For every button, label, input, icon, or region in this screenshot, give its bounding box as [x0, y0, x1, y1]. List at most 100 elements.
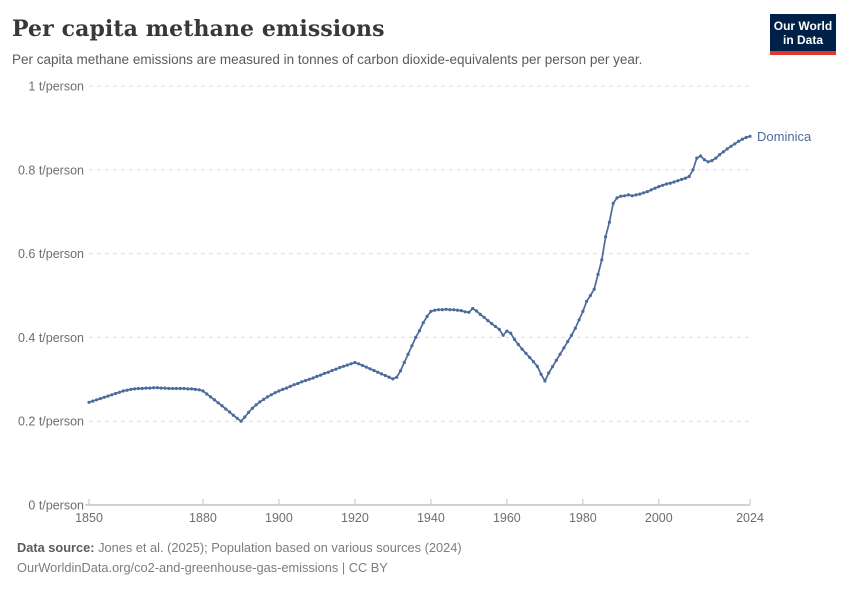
data-point: [247, 410, 251, 414]
data-point: [387, 375, 391, 379]
data-point: [144, 386, 148, 390]
data-point: [611, 201, 615, 205]
data-point: [721, 150, 726, 154]
data-point: [699, 154, 703, 158]
data-point: [212, 398, 216, 402]
data-point: [315, 374, 319, 378]
y-tick-label: 0 t/person: [28, 499, 84, 513]
data-point: [467, 310, 471, 314]
data-point: [171, 386, 175, 391]
line-chart-canvas: 0 t/person 0.2 t/person 0.4 t/person 0.6 t/…: [18, 80, 812, 526]
data-point: [463, 310, 467, 314]
data-point: [714, 156, 718, 160]
data-point: [148, 386, 152, 390]
data-point: [725, 147, 729, 151]
x-tick-label: 1900: [265, 511, 293, 525]
data-point: [277, 389, 281, 393]
data-point: [193, 387, 197, 391]
data-point: [737, 139, 741, 143]
chart-header: Per capita methane emissions Per capita …: [0, 0, 850, 68]
data-point: [638, 192, 642, 196]
data-point: [649, 188, 653, 192]
data-point: [562, 346, 566, 350]
data-point: [330, 368, 334, 373]
data-point: [429, 309, 433, 313]
data-point: [448, 308, 452, 312]
data-source-text: Jones et al. (2025); Population based on…: [94, 540, 462, 555]
data-point: [501, 333, 505, 337]
data-point: [410, 344, 414, 348]
data-point: [311, 376, 315, 380]
data-point: [509, 331, 513, 335]
data-point: [152, 386, 156, 390]
data-point: [258, 400, 262, 404]
data-point: [300, 380, 304, 384]
data-point: [307, 377, 311, 381]
chart-footer: Data source: Jones et al. (2025); Popula…: [0, 534, 850, 576]
data-point: [672, 180, 676, 184]
data-point: [490, 322, 494, 326]
x-tick-label: 1940: [417, 511, 445, 525]
data-point: [159, 386, 163, 390]
data-point: [433, 308, 437, 312]
data-point: [710, 159, 714, 163]
data-point: [695, 156, 699, 160]
data-point: [505, 329, 509, 333]
data-point: [482, 315, 486, 319]
data-point: [619, 194, 623, 198]
logo-text-line1: Our World: [773, 19, 833, 33]
series-label-dominica: Dominica: [757, 129, 812, 144]
data-point: [178, 386, 182, 391]
data-point: [338, 366, 342, 370]
data-point: [133, 387, 137, 391]
data-point: [98, 397, 102, 401]
data-point: [106, 394, 110, 398]
data-point: [205, 392, 209, 396]
chart-subtitle: Per capita methane emissions are measure…: [12, 52, 643, 67]
data-point: [269, 393, 273, 397]
footer-link-line[interactable]: OurWorldinData.org/co2-and-greenhouse-ga…: [17, 560, 388, 575]
data-point: [379, 372, 384, 376]
data-point: [585, 299, 589, 303]
data-point: [528, 355, 532, 360]
data-point: [733, 142, 737, 146]
data-point: [524, 351, 528, 355]
data-point: [444, 307, 448, 311]
data-point: [254, 403, 258, 407]
owid-logo[interactable]: Our World in Data: [770, 14, 836, 55]
data-point: [383, 373, 387, 378]
data-point: [680, 177, 684, 181]
data-point: [319, 373, 323, 377]
data-point: [493, 324, 498, 329]
data-point: [190, 387, 194, 391]
data-point: [729, 144, 733, 148]
data-point: [425, 314, 429, 318]
data-point: [201, 389, 205, 393]
data-point: [341, 364, 346, 368]
data-point: [360, 363, 365, 368]
y-tick-label: 1 t/person: [28, 80, 84, 94]
data-point: [376, 370, 380, 374]
data-point: [706, 160, 710, 164]
data-point: [345, 363, 349, 367]
data-point: [630, 194, 634, 198]
data-point: [231, 413, 235, 417]
data-point: [281, 387, 285, 391]
data-point: [596, 272, 600, 277]
data-point: [547, 371, 551, 375]
data-point: [653, 186, 657, 190]
data-point: [395, 375, 399, 379]
data-point: [91, 399, 95, 403]
data-point: [604, 235, 608, 239]
data-point: [539, 372, 543, 376]
data-point: [683, 176, 688, 180]
data-point: [642, 191, 646, 195]
data-point: [364, 365, 368, 369]
data-point: [322, 371, 327, 375]
data-point: [471, 306, 475, 311]
x-tick-label: 1960: [493, 511, 521, 525]
data-point: [478, 312, 482, 316]
data-point: [140, 386, 144, 391]
data-point: [121, 389, 125, 393]
